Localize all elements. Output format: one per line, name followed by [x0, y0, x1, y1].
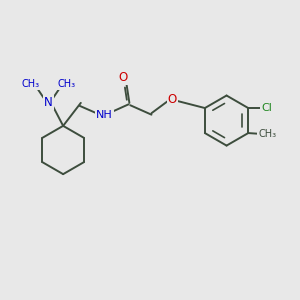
- Text: CH₃: CH₃: [22, 79, 40, 89]
- Text: CH₃: CH₃: [258, 129, 276, 139]
- Text: CH₃: CH₃: [57, 79, 75, 89]
- Text: O: O: [167, 93, 177, 106]
- Text: O: O: [118, 71, 128, 84]
- Text: Cl: Cl: [261, 103, 272, 113]
- Text: NH: NH: [96, 110, 113, 120]
- Text: N: N: [44, 96, 53, 110]
